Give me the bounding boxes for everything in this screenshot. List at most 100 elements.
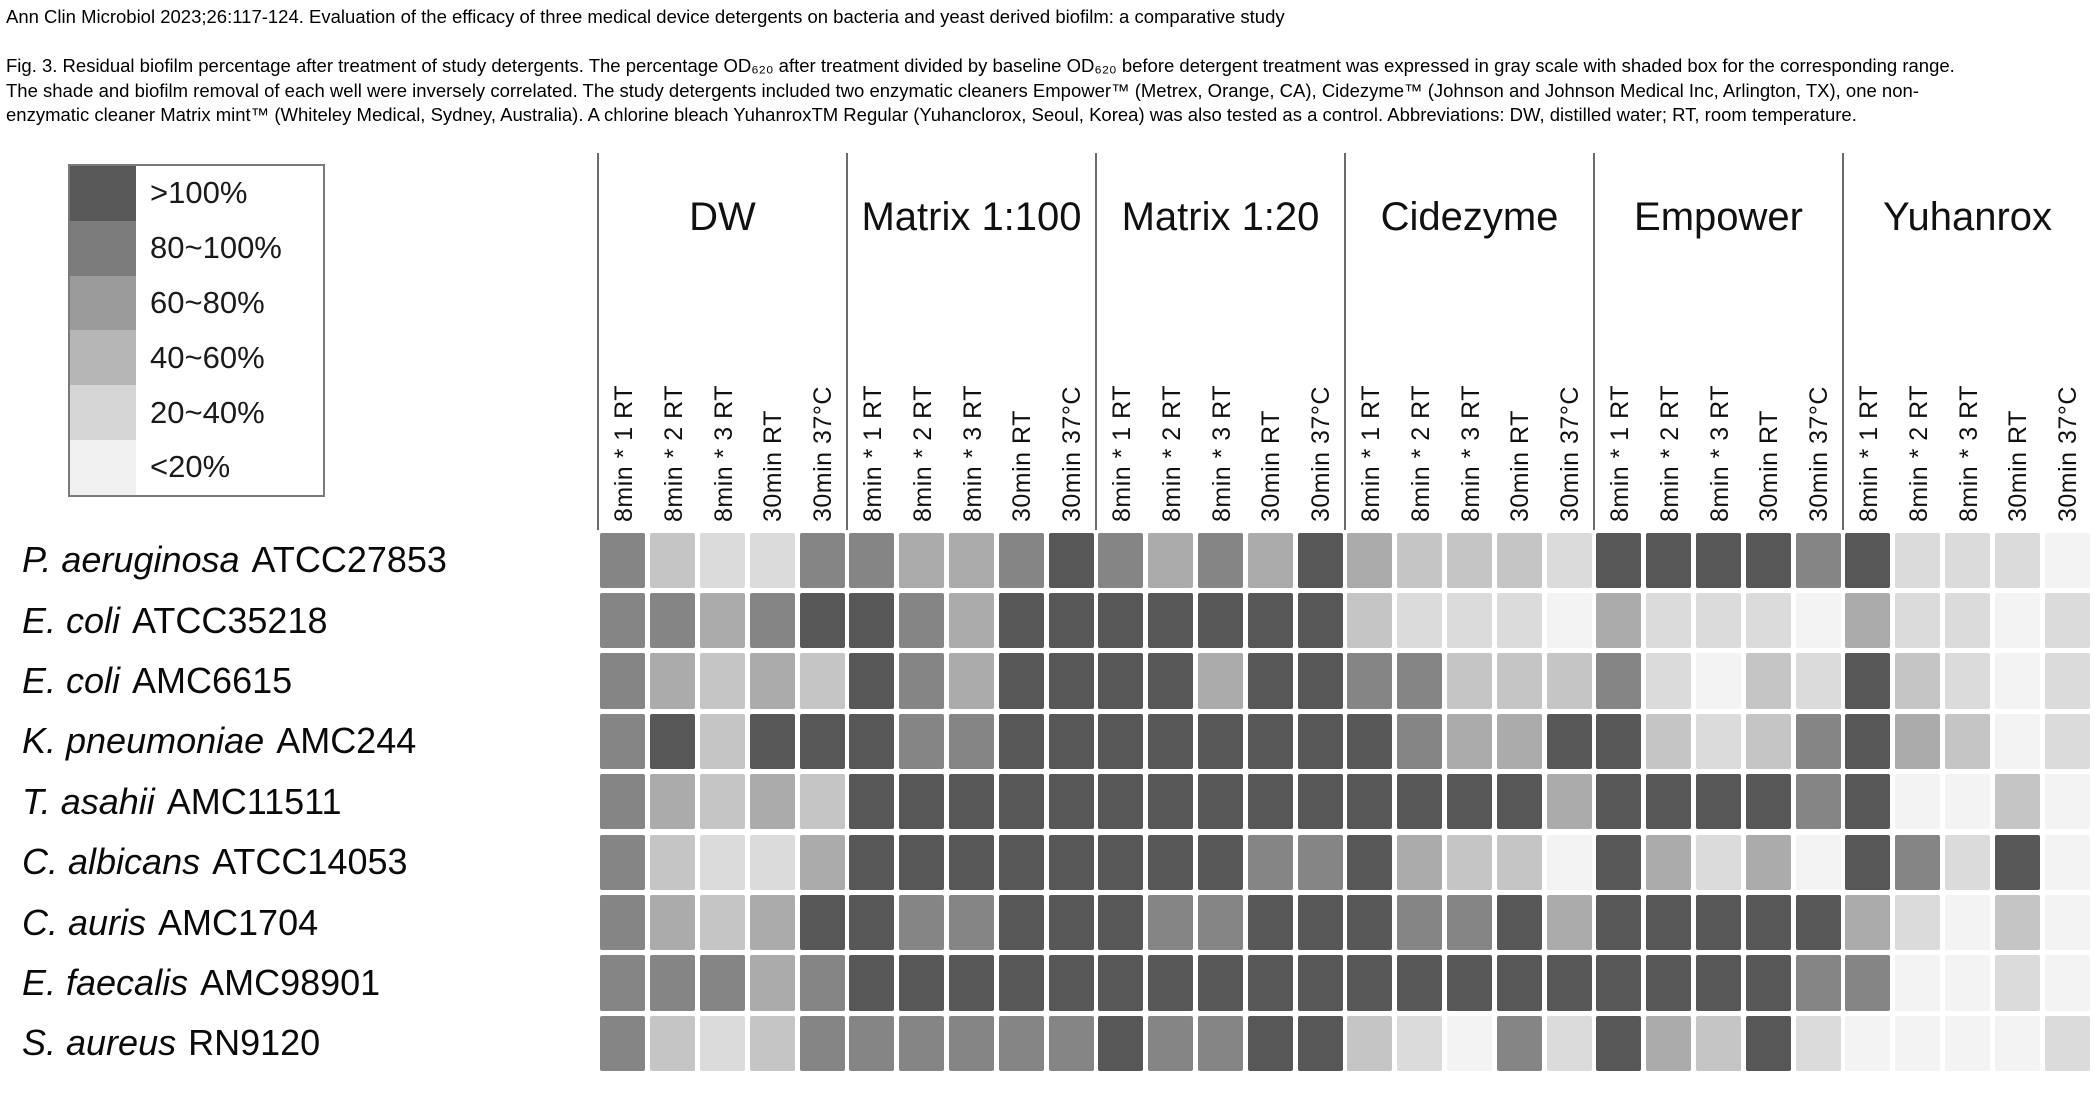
heatmap-cell [1148, 653, 1194, 709]
heatmap-cell [1496, 532, 1542, 588]
column-condition-label: 8min * 1 RT [1356, 384, 1385, 522]
heatmap-cell [1198, 593, 1243, 649]
column-condition-label: 30min 37°C [1058, 386, 1087, 522]
heatmap-cell [1646, 955, 1692, 1011]
heatmap-cell [1447, 834, 1492, 890]
heatmap-cell [1247, 653, 1293, 709]
heatmap-cell [1447, 955, 1492, 1011]
column-condition-label: 8min * 1 RT [609, 384, 638, 522]
heatmap-cell [1247, 532, 1293, 588]
heatmap-cell [1646, 834, 1692, 890]
heatmap-cell [1198, 955, 1243, 1011]
heatmap-cell [600, 834, 646, 890]
heatmap-cell [1546, 593, 1592, 649]
heatmap-cell [1447, 653, 1492, 709]
heatmap-cell [1098, 532, 1144, 588]
heatmap-cell [1945, 593, 1990, 649]
heatmap-cell [1646, 653, 1692, 709]
row-label: E. faecalis AMC98901 [22, 953, 588, 1013]
heatmap-cell [700, 593, 745, 649]
heatmap-cell [1696, 1015, 1741, 1071]
heatmap-cell [1496, 1015, 1542, 1071]
heatmap-cell [1098, 713, 1144, 769]
heatmap-cell [799, 593, 845, 649]
heatmap-cell [1845, 532, 1891, 588]
column-condition-label: 8min * 3 RT [1954, 384, 1983, 522]
legend-label: 20~40% [150, 394, 265, 430]
heatmap-cell [949, 834, 994, 890]
heatmap-cell [1048, 532, 1094, 588]
heatmap-cell [1347, 532, 1393, 588]
heatmap-cell [749, 834, 795, 890]
heatmap-cell [1297, 1015, 1343, 1071]
column-condition-label: 8min * 2 RT [908, 384, 937, 522]
article-citation: Ann Clin Microbiol 2023;26:117-124. Eval… [6, 6, 1285, 27]
organism-name: E. coli [22, 659, 121, 701]
heatmap-cell [1696, 653, 1741, 709]
column-group-header: Matrix 1:20 [1121, 195, 1320, 239]
row-label: K. pneumoniae AMC244 [22, 711, 588, 771]
heatmap-cell [949, 653, 994, 709]
column-condition-label: 30min RT [2004, 410, 2033, 522]
organism-name: T. asahii [22, 780, 155, 822]
column-condition-label: 8min * 3 RT [709, 384, 738, 522]
heatmap-cell [1895, 1015, 1941, 1071]
heatmap-cell [1247, 955, 1293, 1011]
heatmap-cell [749, 593, 795, 649]
heatmap-cell [1596, 834, 1642, 890]
heatmap-cell [1397, 1015, 1443, 1071]
heatmap-cell [1596, 955, 1642, 1011]
heatmap-cell [1148, 955, 1194, 1011]
heatmap-cell [849, 1015, 895, 1071]
heatmap-cell [899, 774, 945, 830]
heatmap-cell [1895, 895, 1941, 951]
row-label: S. aureus RN9120 [22, 1013, 588, 1073]
column-condition-label: 8min * 2 RT [1406, 384, 1435, 522]
heatmap-cell [1994, 653, 2040, 709]
heatmap-cell [749, 1015, 795, 1071]
heatmap-cell [1347, 774, 1393, 830]
heatmap-cell [1098, 895, 1144, 951]
heatmap-cell [899, 834, 945, 890]
heatmap-cell [700, 713, 745, 769]
heatmap-cell [849, 593, 895, 649]
heatmap-cell [1945, 1015, 1990, 1071]
legend-label: 80~100% [150, 230, 282, 266]
legend-item: <20% [70, 439, 323, 495]
heatmap-cell [600, 774, 646, 830]
column-condition-label: 8min * 3 RT [1207, 384, 1236, 522]
heatmap-cell [1098, 653, 1144, 709]
strain-id: ATCC14053 [212, 841, 408, 883]
legend-item: 60~80% [70, 275, 323, 331]
heatmap-cell [1297, 593, 1343, 649]
heatmap-cell [650, 955, 696, 1011]
heatmap-cell [899, 713, 945, 769]
column-condition-label: 30min RT [1008, 410, 1037, 522]
heatmap-cell [1596, 895, 1642, 951]
caption-line-1: Fig. 3. Residual biofilm percentage afte… [6, 55, 1955, 76]
heatmap-cell [1646, 532, 1692, 588]
heatmap-cell [1994, 834, 2040, 890]
heatmap-cell [899, 653, 945, 709]
heatmap-cell [1397, 955, 1443, 1011]
heatmap-cell [1646, 1015, 1692, 1071]
heatmap-cell [1895, 774, 1941, 830]
heatmap-cell [1496, 895, 1542, 951]
heatmap-cell [650, 895, 696, 951]
heatmap-cell [1297, 532, 1343, 588]
heatmap-cell [600, 1015, 646, 1071]
heatmap-cell [1148, 774, 1194, 830]
heatmap-cell [1845, 834, 1891, 890]
legend-swatch [70, 330, 136, 386]
heatmap-cell [849, 774, 895, 830]
column-condition-label: 30min 37°C [809, 386, 838, 522]
heatmap-cell [1496, 834, 1542, 890]
heatmap-cell [1546, 955, 1592, 1011]
heatmap-cell [700, 653, 745, 709]
legend-swatch [70, 166, 136, 221]
organism-name: P. aeruginosa [22, 539, 240, 581]
heatmap-cell [1795, 653, 1841, 709]
column-condition-label: 30min RT [1506, 410, 1535, 522]
heatmap-cell [700, 834, 745, 890]
column-condition-label: 8min * 3 RT [958, 384, 987, 522]
